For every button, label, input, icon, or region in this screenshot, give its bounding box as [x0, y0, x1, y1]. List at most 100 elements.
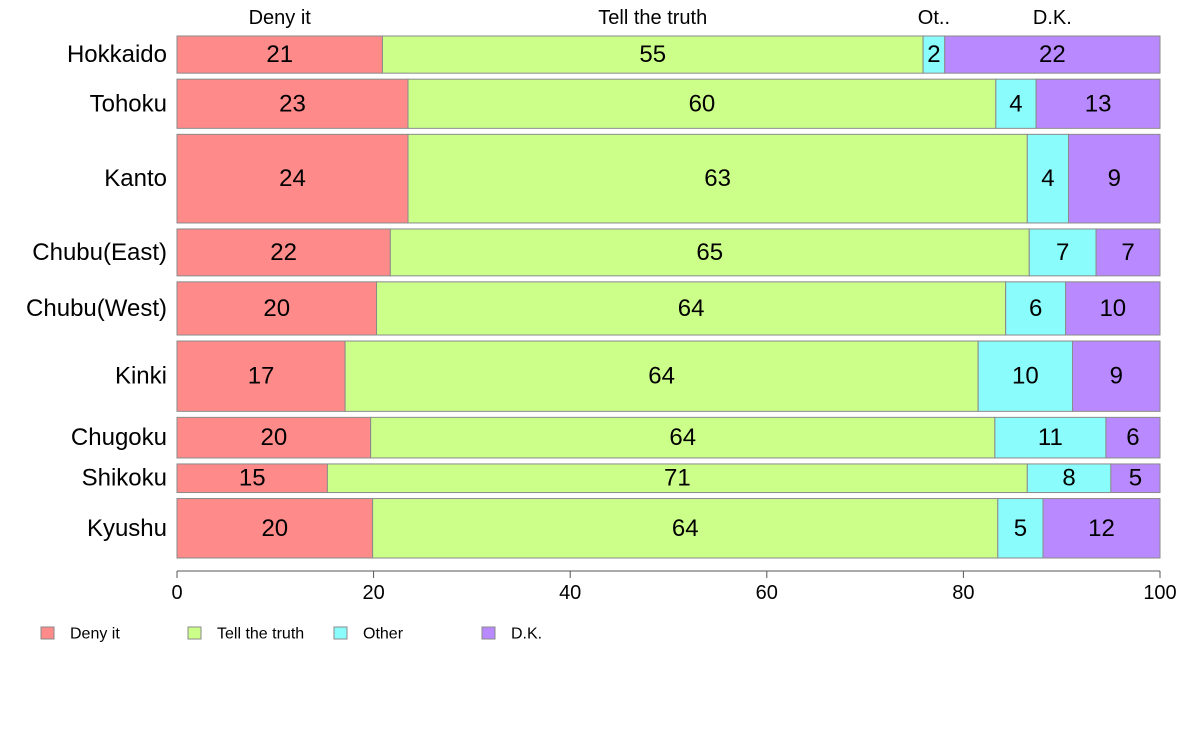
- x-tick-label-80: 80: [952, 582, 974, 604]
- legend-swatch-d-k: [481, 626, 496, 640]
- data-label-chubu-west-deny-it: 20: [263, 295, 290, 322]
- row-label-chugoku: Chugoku: [71, 424, 167, 451]
- bar-segment-kyushu-tell-the-truth: [372, 498, 999, 559]
- bar-segment-chubu-east-deny-it: [176, 228, 391, 277]
- column-header-tell-the-truth: Tell the truth: [598, 7, 707, 29]
- bar-segment-kyushu-d-k: [1042, 498, 1161, 559]
- data-label-shikoku-d-k: 5: [1129, 465, 1142, 492]
- x-tick-label-40: 40: [559, 582, 581, 604]
- bar-segment-kinki-d-k: [1072, 340, 1161, 412]
- data-label-chugoku-tell-the-truth: 64: [669, 424, 696, 451]
- data-label-chubu-west-tell-the-truth: 64: [678, 295, 705, 322]
- bar-segment-shikoku-d-k: [1110, 463, 1161, 494]
- bar-segment-kanto-deny-it: [176, 133, 409, 224]
- row-label-tohoku: Tohoku: [90, 90, 167, 117]
- row-label-kanto: Kanto: [104, 165, 167, 192]
- bar-segment-chugoku-other: [994, 416, 1107, 459]
- bar-segment-chubu-west-other: [1005, 281, 1067, 336]
- bar-segment-tohoku-d-k: [1035, 78, 1161, 129]
- region-labels: Hokkaido Tohoku Kanto Chubu(East) Chubu(West…: [26, 41, 167, 542]
- bar-row-chubu-east: 22 65 7 7: [176, 228, 1161, 277]
- legend-label-tell-the-truth: Tell the truth: [217, 626, 304, 643]
- x-axis: 0 20 40 60 80 100: [171, 570, 1177, 604]
- data-label-kanto-d-k: 9: [1108, 165, 1121, 192]
- row-label-hokkaido: Hokkaido: [67, 41, 167, 68]
- bar-segment-kanto-other: [1026, 133, 1070, 224]
- bar-segment-tohoku-other: [995, 78, 1037, 129]
- data-label-kanto-other: 4: [1041, 165, 1054, 192]
- bar-segment-chubu-east-tell-the-truth: [389, 228, 1030, 277]
- legend-swatch-deny-it: [40, 626, 55, 640]
- x-tick-label-0: 0: [171, 582, 182, 604]
- data-label-chubu-west-other: 6: [1029, 295, 1042, 322]
- bar-row-tohoku: 23 60 4 13: [176, 78, 1161, 129]
- data-label-hokkaido-other: 2: [927, 41, 940, 68]
- legend-swatch-other: [333, 626, 348, 640]
- data-label-kinki-deny-it: 17: [248, 363, 275, 390]
- data-label-shikoku-tell-the-truth: 71: [664, 465, 691, 492]
- bar-segment-kinki-other: [977, 340, 1074, 412]
- bar-segment-kinki-tell-the-truth: [344, 340, 979, 412]
- legend-item-deny-it: Deny it: [40, 626, 120, 643]
- bar-segment-hokkaido-d-k: [944, 35, 1161, 74]
- data-label-tohoku-other: 4: [1009, 90, 1022, 117]
- row-label-kyushu: Kyushu: [87, 515, 167, 542]
- column-header-deny-it: Deny it: [249, 7, 312, 29]
- bar-segment-shikoku-other: [1026, 463, 1112, 494]
- bar-segment-tohoku-deny-it: [176, 78, 409, 129]
- row-label-shikoku: Shikoku: [82, 465, 167, 492]
- data-label-kinki-tell-the-truth: 64: [648, 363, 675, 390]
- bar-segment-chubu-west-tell-the-truth: [376, 281, 1007, 336]
- data-label-chubu-west-d-k: 10: [1099, 295, 1126, 322]
- bar-row-hokkaido: 21 55 2 22: [176, 35, 1161, 74]
- data-label-kanto-deny-it: 24: [279, 165, 306, 192]
- bar-row-chugoku: 20 64 11 6: [176, 416, 1161, 459]
- legend-item-tell-the-truth: Tell the truth: [187, 626, 304, 643]
- bar-segment-shikoku-tell-the-truth: [326, 463, 1028, 494]
- bar-segment-chubu-east-other: [1028, 228, 1097, 277]
- bar-segment-chubu-west-deny-it: [176, 281, 378, 336]
- data-label-chubu-east-tell-the-truth: 65: [696, 239, 723, 266]
- data-label-kyushu-d-k: 12: [1088, 515, 1115, 542]
- legend-label-other: Other: [363, 626, 404, 643]
- legend-label-d-k: D.K.: [511, 626, 542, 643]
- data-label-shikoku-other: 8: [1062, 465, 1075, 492]
- column-header-labels: Deny it Tell the truth Ot.. D.K.: [249, 7, 1072, 29]
- data-label-chubu-east-deny-it: 22: [270, 239, 297, 266]
- data-label-chugoku-d-k: 6: [1126, 424, 1139, 451]
- data-label-kyushu-tell-the-truth: 64: [672, 515, 699, 542]
- data-label-hokkaido-d-k: 22: [1039, 41, 1066, 68]
- data-label-kinki-other: 10: [1012, 363, 1039, 390]
- data-label-hokkaido-tell-the-truth: 55: [639, 41, 666, 68]
- bar-row-chubu-west: 20 64 6 10: [176, 281, 1161, 336]
- data-label-chugoku-other: 11: [1038, 424, 1063, 451]
- bar-segment-kanto-tell-the-truth: [407, 133, 1028, 224]
- bar-segment-kinki-deny-it: [176, 340, 346, 412]
- bar-row-shikoku: 15 71 8 5: [176, 463, 1161, 494]
- bar-segment-chubu-east-d-k: [1095, 228, 1161, 277]
- bar-segment-tohoku-tell-the-truth: [407, 78, 997, 129]
- data-label-kyushu-deny-it: 20: [261, 515, 288, 542]
- legend-item-other: Other: [333, 626, 404, 643]
- bar-segment-chugoku-tell-the-truth: [370, 416, 996, 459]
- legend-label-deny-it: Deny it: [70, 626, 120, 643]
- legend-item-d-k: D.K.: [481, 626, 542, 643]
- bar-segment-kanto-d-k: [1068, 133, 1161, 224]
- data-label-kyushu-other: 5: [1014, 515, 1027, 542]
- bar-row-kinki: 17 64 10 9: [176, 340, 1161, 412]
- bar-row-kanto: 24 63 4 9: [176, 133, 1161, 224]
- data-label-kanto-tell-the-truth: 63: [704, 165, 731, 192]
- data-label-tohoku-deny-it: 23: [279, 90, 306, 117]
- row-label-chubu-west: Chubu(West): [26, 295, 167, 322]
- data-label-shikoku-deny-it: 15: [239, 465, 266, 492]
- column-header-other: Ot..: [918, 7, 950, 29]
- data-label-chubu-east-other: 7: [1056, 239, 1069, 266]
- x-tick-label-60: 60: [756, 582, 778, 604]
- column-header-d-k: D.K.: [1033, 7, 1072, 29]
- data-label-chugoku-deny-it: 20: [260, 424, 287, 451]
- data-label-hokkaido-deny-it: 21: [266, 41, 293, 68]
- row-label-chubu-east: Chubu(East): [32, 239, 167, 266]
- data-label-chubu-east-d-k: 7: [1121, 239, 1134, 266]
- bar-segment-chugoku-deny-it: [176, 416, 372, 459]
